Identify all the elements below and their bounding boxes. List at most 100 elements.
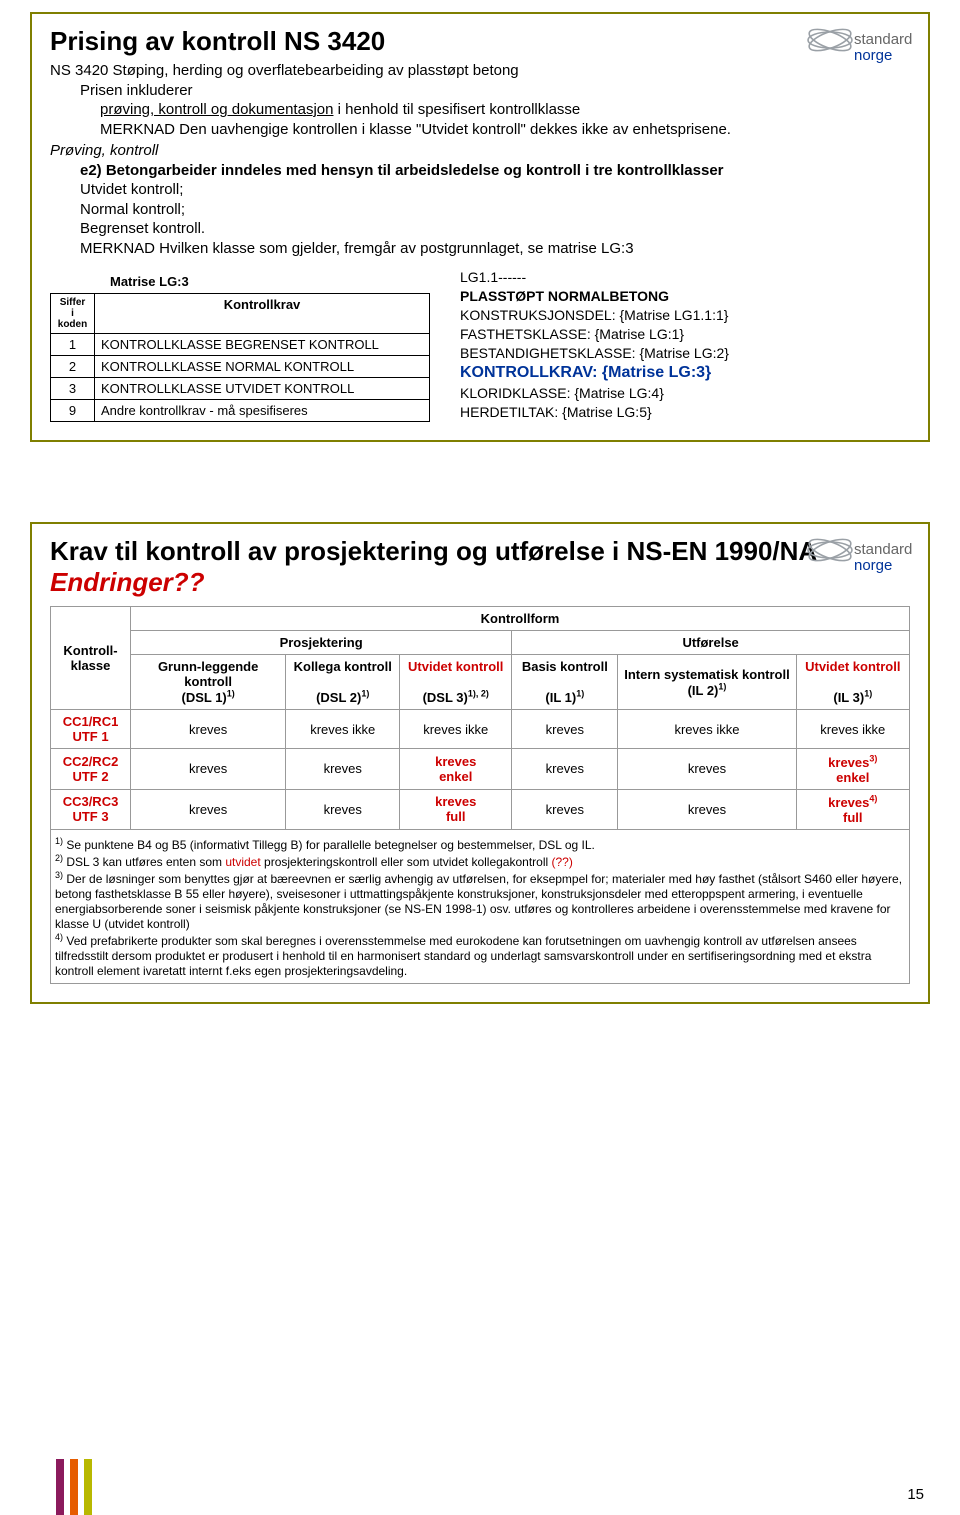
table-row: 9 Andre kontrollkrav - må spesifiseres [51,400,430,422]
row-head: CC3/RC3UTF 3 [51,789,131,829]
merknad2: MERKNAD Hvilken klasse som gjelder, frem… [80,239,910,259]
e2-line: e2) Betongarbeider inndeles med hensyn t… [80,161,910,181]
lg-line: KONSTRUKSJONSDEL: {Matrise LG1.1:1} [460,306,910,325]
sup: 3) [869,753,877,763]
table-row: 2 KONTROLLKLASSE NORMAL KONTROLL [51,356,430,378]
slide1-columns: Matrise LG:3 Siffer i koden Kontrollkrav… [50,268,910,422]
col-label: Intern systematisk kontroll [624,667,789,682]
cell: kreves [286,789,400,829]
table-row: Prosjektering Utførelse [51,631,910,655]
footnotes: 1) Se punktene B4 og B5 (informativt Til… [55,836,905,979]
code-text: (DSL 3) [423,690,468,705]
cell: kreves [131,749,286,789]
code-text: (DSL 1) [182,690,227,705]
col-label: Utvidet kontroll [408,659,503,674]
sup: 1), 2) [468,689,489,699]
prisen-inkluderer: Prisen inkluderer [80,81,910,101]
sup: 1) [576,689,584,699]
cell: kreves [131,789,286,829]
code-text: (IL 1) [545,690,576,705]
rh1: CC3/RC3 [63,794,119,809]
sup: 4) [869,794,877,804]
col-label: Utvidet kontroll [805,659,900,674]
kontroll-table: Siffer i koden Kontrollkrav 1 KONTROLLKL… [50,293,430,422]
cell: krevesfull [400,789,512,829]
col-right: LG1.1------ PLASSTØPT NORMALBETONG KONST… [460,268,910,422]
fn-num: 3) [55,870,63,880]
fn-text: Ved prefabrikerte produkter som skal ber… [55,934,871,978]
code-text: (IL 2) [688,683,719,698]
enkel-red: enkel [439,769,472,784]
standard-norge-logo: standard norge [804,532,914,578]
lg-line: LG1.1------ [460,268,910,287]
th-kontrollklasse: Kontroll-klasse [51,607,131,710]
footnote: 1) Se punktene B4 og B5 (informativt Til… [55,836,905,853]
col-left: Matrise LG:3 Siffer i koden Kontrollkrav… [50,268,430,422]
cell: kreves ikke [796,710,909,749]
merknad1: MERKNAD Den uavhengige kontrollen i klas… [100,120,910,140]
cell: kreves [286,749,400,789]
kreves-text: kreves [828,795,869,810]
slide1-body: NS 3420 Støping, herding og overflatebea… [50,61,910,258]
page-number: 15 [907,1486,924,1503]
th-kontrollform: Kontrollform [131,607,910,631]
proving-underline: prøving, kontroll og dokumentasjon [100,101,333,118]
sup: 1) [361,689,369,699]
cell: kreves ikke [400,710,512,749]
code-text: (DSL 2) [316,690,361,705]
title-endringer: Endringer?? [50,567,205,597]
cell: krevesenkel [400,749,512,789]
proving-italic: Prøving, kontroll [50,141,910,161]
cell: kreves3)enkel [796,749,909,789]
cell: kreves ikke [618,710,796,749]
table-row: 1 KONTROLLKLASSE BEGRENSET KONTROLL [51,334,430,356]
slide1-title: Prising av kontroll NS 3420 [50,26,910,57]
sup: 1) [864,689,872,699]
table-row: Kontroll-klasse Kontrollform [51,607,910,631]
full-red: full [446,809,466,824]
cell: kreves [618,789,796,829]
enkel-red: enkel [836,770,869,785]
bar-magenta [56,1459,64,1515]
lg-line: KLORIDKLASSE: {Matrise LG:4} [460,384,910,403]
slide-2: standard norge Krav til kontroll av pros… [30,522,930,1004]
code-text: (IL 3) [833,690,864,705]
slide2-title: Krav til kontroll av prosjektering og ut… [50,536,910,598]
page: standard norge Prising av kontroll NS 34… [0,12,960,1513]
footnote: 4) Ved prefabrikerte produkter som skal … [55,932,905,979]
fn-red: (??) [552,855,573,869]
lg-line: HERDETILTAK: {Matrise LG:5} [460,403,910,422]
kreves-red: kreves [435,754,476,769]
footnote: 3) Der de løsninger som benyttes gjør at… [55,870,905,932]
th-utforelse: Utførelse [512,631,910,655]
kreves-red: kreves4) [828,795,877,810]
proving-rest: i henhold til spesifisert kontrollklasse [333,101,580,118]
sup: 1) [718,682,726,692]
matrise-label: Matrise LG:3 [110,274,430,289]
table-row: CC3/RC3UTF 3 kreves kreves krevesfull kr… [51,789,910,829]
th-siffer: Siffer i koden [51,294,95,334]
proving-line: prøving, kontroll og dokumentasjon i hen… [100,100,910,120]
th-col: Intern systematisk kontroll(IL 2)1) [618,655,796,710]
title-main: Krav til kontroll av prosjektering og ut… [50,536,816,566]
th-col: Utvidet kontroll (IL 3)1) [796,655,909,710]
table-header-row: Siffer i koden Kontrollkrav [51,294,430,334]
table-row: CC1/RC1UTF 1 kreves kreves ikke kreves i… [51,710,910,749]
cell-num: 2 [51,356,95,378]
cell: kreves [131,710,286,749]
color-bars [56,1459,92,1515]
col-label: Basis kontroll [522,659,608,674]
col-code: (IL 2)1) [688,683,727,698]
kreves-red: kreves [435,794,476,809]
cell-text: KONTROLLKLASSE NORMAL KONTROLL [95,356,430,378]
sup: 1) [227,689,235,699]
bar-orange [70,1459,78,1515]
col-code: (DSL 1)1) [182,690,235,705]
svg-text:standard: standard [854,541,912,558]
footnote: 2) DSL 3 kan utføres enten som utvidet p… [55,853,905,870]
cell-num: 3 [51,378,95,400]
cell-text: KONTROLLKLASSE UTVIDET KONTROLL [95,378,430,400]
lg-line: BESTANDIGHETSKLASSE: {Matrise LG:2} [460,344,910,363]
cell: kreves [512,749,618,789]
table-row: Grunn-leggende kontroll(DSL 1)1) Kollega… [51,655,910,710]
